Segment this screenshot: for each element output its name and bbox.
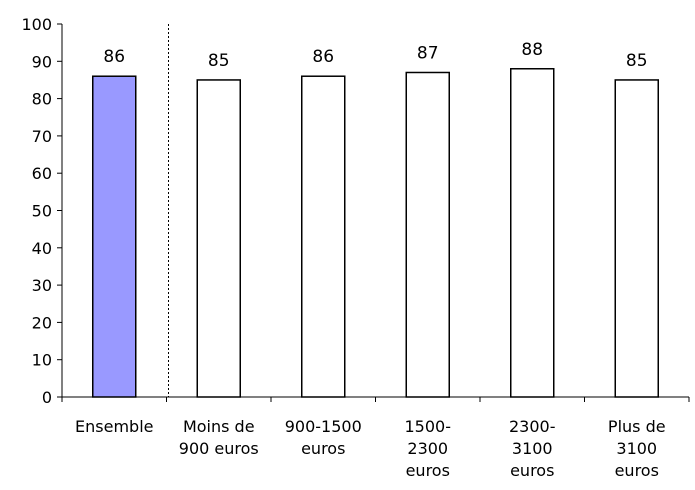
labels: 0 10 20 30 40 50 60 70 80 90 100 86 Ensemble 85 Moins … [21,15,665,480]
data-label: 85 [626,51,648,71]
x-category-label: 900-1500 euros [285,417,362,458]
bar [405,71,450,398]
y-tick-label: 10 [32,351,52,370]
bars [92,68,659,398]
x-category-label: 2300-3100 euros [509,417,556,480]
x-category-label: Plus de 3100 euros [608,417,666,480]
data-label: 85 [208,51,230,71]
y-tick-label: 60 [32,164,52,183]
data-label: 86 [312,47,334,67]
x-category-label: 1500-2300 euros [405,417,452,480]
data-label: 87 [417,43,439,63]
y-tick-label: 30 [32,276,52,295]
axes [57,23,690,402]
bar [510,68,555,398]
y-tick-label: 20 [32,313,52,332]
data-label: 88 [521,40,543,60]
x-category-label: Moins de 900 euros [179,417,259,458]
bar [196,79,241,398]
y-tick-label: 50 [32,202,52,221]
bar [92,75,137,398]
y-tick-label: 40 [32,239,52,258]
y-tick-label: 70 [32,127,52,146]
bar [614,79,659,398]
y-tick-label: 0 [42,388,52,407]
x-category-label: Ensemble [75,417,153,436]
y-tick-label: 90 [32,52,52,71]
y-tick-label: 100 [21,15,52,34]
bar [301,75,346,398]
data-label: 86 [103,47,125,67]
y-tick-label: 80 [32,90,52,109]
